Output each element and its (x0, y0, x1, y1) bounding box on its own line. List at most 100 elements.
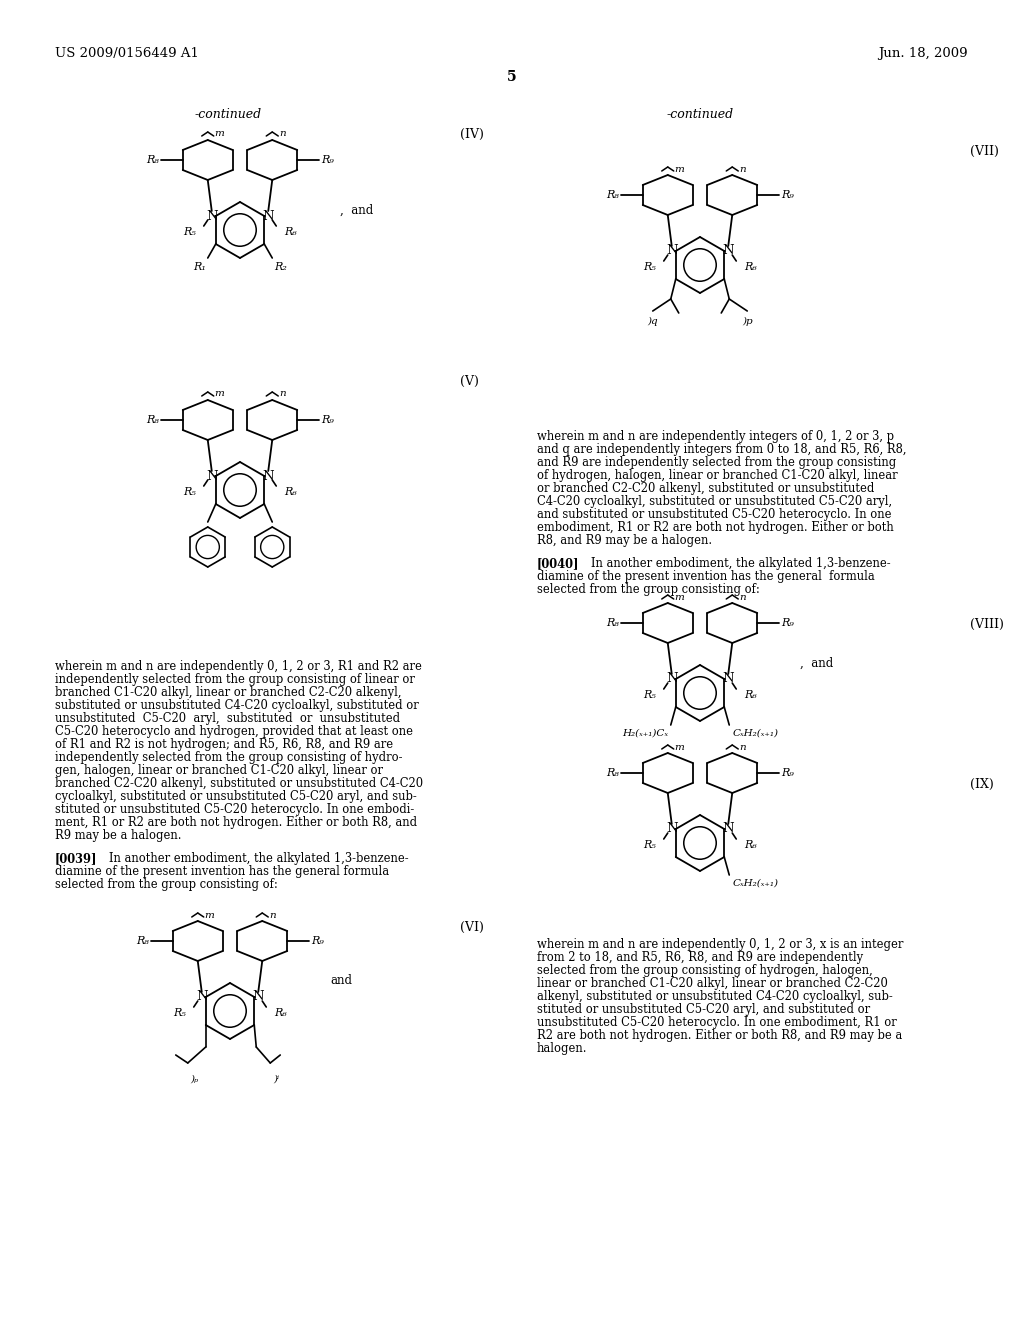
Text: from 2 to 18, and R5, R6, R8, and R9 are independently: from 2 to 18, and R5, R6, R8, and R9 are… (537, 950, 863, 964)
Text: R₅: R₅ (643, 690, 655, 700)
Text: R₉: R₉ (311, 936, 325, 946)
Text: and q are independently integers from 0 to 18, and R5, R6, R8,: and q are independently integers from 0 … (537, 444, 906, 455)
Text: diamine of the present invention has the general formula: diamine of the present invention has the… (55, 865, 389, 878)
Text: m: m (675, 593, 685, 602)
Text: wherein m and n are independently integers of 0, 1, 2 or 3, p: wherein m and n are independently intege… (537, 430, 894, 444)
Text: alkenyl, substituted or unsubstituted C4-C20 cycloalkyl, sub-: alkenyl, substituted or unsubstituted C4… (537, 990, 893, 1003)
Text: gen, halogen, linear or branched C1-C20 alkyl, linear or: gen, halogen, linear or branched C1-C20 … (55, 764, 383, 777)
Text: R₆: R₆ (285, 487, 297, 498)
Text: N: N (196, 990, 208, 1003)
Text: stituted or unsubstituted C5-C20 heterocyclo. In one embodi-: stituted or unsubstituted C5-C20 heteroc… (55, 803, 415, 816)
Text: N: N (666, 244, 678, 257)
Text: R₈: R₈ (136, 936, 148, 946)
Text: m: m (205, 911, 215, 920)
Text: [0039]: [0039] (55, 851, 97, 865)
Text: and: and (330, 974, 352, 987)
Text: N: N (253, 990, 264, 1003)
Text: cycloalkyl, substituted or unsubstituted C5-C20 aryl, and sub-: cycloalkyl, substituted or unsubstituted… (55, 789, 417, 803)
Text: R₉: R₉ (781, 618, 795, 628)
Text: n: n (739, 593, 745, 602)
Text: selected from the group consisting of:: selected from the group consisting of: (537, 583, 760, 597)
Text: branched C1-C20 alkyl, linear or branched C2-C20 alkenyl,: branched C1-C20 alkyl, linear or branche… (55, 686, 401, 700)
Text: (IV): (IV) (460, 128, 484, 141)
Text: m: m (215, 389, 224, 399)
Text: branched C2-C20 alkenyl, substituted or unsubstituted C4-C20: branched C2-C20 alkenyl, substituted or … (55, 777, 423, 789)
Text: m: m (675, 742, 685, 751)
Text: (VI): (VI) (460, 921, 484, 935)
Text: R₆: R₆ (744, 690, 757, 700)
Text: wherein m and n are independently 0, 1, 2 or 3, x is an integer: wherein m and n are independently 0, 1, … (537, 939, 903, 950)
Text: of hydrogen, halogen, linear or branched C1-C20 alkyl, linear: of hydrogen, halogen, linear or branched… (537, 469, 898, 482)
Text: of R1 and R2 is not hydrogen; and R5, R6, R8, and R9 are: of R1 and R2 is not hydrogen; and R5, R6… (55, 738, 393, 751)
Text: selected from the group consisting of:: selected from the group consisting of: (55, 878, 278, 891)
Text: R₈: R₈ (145, 154, 159, 165)
Text: R₅: R₅ (183, 487, 196, 498)
Text: C5-C20 heterocyclo and hydrogen, provided that at least one: C5-C20 heterocyclo and hydrogen, provide… (55, 725, 413, 738)
Text: R₅: R₅ (183, 227, 196, 238)
Text: N: N (723, 244, 734, 257)
Text: n: n (739, 742, 745, 751)
Text: R₅: R₅ (643, 261, 655, 272)
Text: R₈: R₈ (145, 414, 159, 425)
Text: independently selected from the group consisting of hydro-: independently selected from the group co… (55, 751, 402, 764)
Text: n: n (739, 165, 745, 173)
Text: n: n (280, 129, 286, 139)
Text: n: n (269, 911, 275, 920)
Text: N: N (666, 672, 678, 685)
Text: independently selected from the group consisting of linear or: independently selected from the group co… (55, 673, 415, 686)
Text: CₓH₂(ₓ₊₁): CₓH₂(ₓ₊₁) (732, 879, 778, 888)
Text: N: N (206, 470, 217, 483)
Text: US 2009/0156449 A1: US 2009/0156449 A1 (55, 48, 199, 59)
Text: R₆: R₆ (285, 227, 297, 238)
Text: ,  and: , and (340, 203, 374, 216)
Text: [0040]: [0040] (537, 557, 580, 570)
Text: R₅: R₅ (643, 840, 655, 850)
Text: m: m (675, 165, 685, 173)
Text: unsubstituted  C5-C20  aryl,  substituted  or  unsubstituted: unsubstituted C5-C20 aryl, substituted o… (55, 711, 400, 725)
Text: embodiment, R1 or R2 are both not hydrogen. Either or both: embodiment, R1 or R2 are both not hydrog… (537, 521, 894, 535)
Text: (V): (V) (460, 375, 479, 388)
Text: R₆: R₆ (744, 840, 757, 850)
Text: substituted or unsubstituted C4-C20 cycloalkyl, substituted or: substituted or unsubstituted C4-C20 cycl… (55, 700, 419, 711)
Text: Jun. 18, 2009: Jun. 18, 2009 (879, 48, 968, 59)
Text: N: N (206, 210, 217, 223)
Text: N: N (262, 210, 274, 223)
Text: )ₚ: )ₚ (189, 1074, 198, 1084)
Text: halogen.: halogen. (537, 1041, 588, 1055)
Text: -continued: -continued (667, 108, 733, 121)
Text: (VIII): (VIII) (970, 618, 1004, 631)
Text: R₆: R₆ (274, 1008, 287, 1018)
Text: and R9 are independently selected from the group consisting: and R9 are independently selected from t… (537, 455, 896, 469)
Text: n: n (280, 389, 286, 399)
Text: and substituted or unsubstituted C5-C20 heterocyclo. In one: and substituted or unsubstituted C5-C20 … (537, 508, 892, 521)
Text: C4-C20 cycloalkyl, substituted or unsubstituted C5-C20 aryl,: C4-C20 cycloalkyl, substituted or unsubs… (537, 495, 892, 508)
Text: stituted or unsubstituted C5-C20 aryl, and substituted or: stituted or unsubstituted C5-C20 aryl, a… (537, 1003, 870, 1016)
Text: In another embodiment, the alkylated 1,3-benzene-: In another embodiment, the alkylated 1,3… (98, 851, 409, 865)
Text: R₈: R₈ (606, 768, 618, 777)
Text: R₉: R₉ (781, 768, 795, 777)
Text: (IX): (IX) (970, 777, 993, 791)
Text: H₂(ₓ₊₁)Cₓ: H₂(ₓ₊₁)Cₓ (622, 729, 668, 738)
Text: linear or branched C1-C20 alkyl, linear or branched C2-C20: linear or branched C1-C20 alkyl, linear … (537, 977, 888, 990)
Text: R₉: R₉ (781, 190, 795, 201)
Text: R9 may be a halogen.: R9 may be a halogen. (55, 829, 181, 842)
Text: R₅: R₅ (173, 1008, 185, 1018)
Text: R₂: R₂ (274, 261, 287, 272)
Text: R₉: R₉ (322, 414, 334, 425)
Text: R2 are both not hydrogen. Either or both R8, and R9 may be a: R2 are both not hydrogen. Either or both… (537, 1030, 902, 1041)
Text: In another embodiment, the alkylated 1,3-benzene-: In another embodiment, the alkylated 1,3… (580, 557, 891, 570)
Text: unsubstituted C5-C20 heterocyclo. In one embodiment, R1 or: unsubstituted C5-C20 heterocyclo. In one… (537, 1016, 897, 1030)
Text: ment, R1 or R2 are both not hydrogen. Either or both R8, and: ment, R1 or R2 are both not hydrogen. Ei… (55, 816, 417, 829)
Text: N: N (723, 822, 734, 836)
Text: )ⁱ: )ⁱ (273, 1074, 280, 1084)
Text: R₁: R₁ (193, 261, 206, 272)
Text: )q: )q (647, 317, 658, 326)
Text: m: m (215, 129, 224, 139)
Text: CₓH₂(ₓ₊₁): CₓH₂(ₓ₊₁) (732, 729, 778, 738)
Text: R₆: R₆ (744, 261, 757, 272)
Text: )p: )p (742, 317, 753, 326)
Text: or branched C2-C20 alkenyl, substituted or unsubstituted: or branched C2-C20 alkenyl, substituted … (537, 482, 874, 495)
Text: N: N (666, 822, 678, 836)
Text: R₈: R₈ (606, 618, 618, 628)
Text: -continued: -continued (195, 108, 261, 121)
